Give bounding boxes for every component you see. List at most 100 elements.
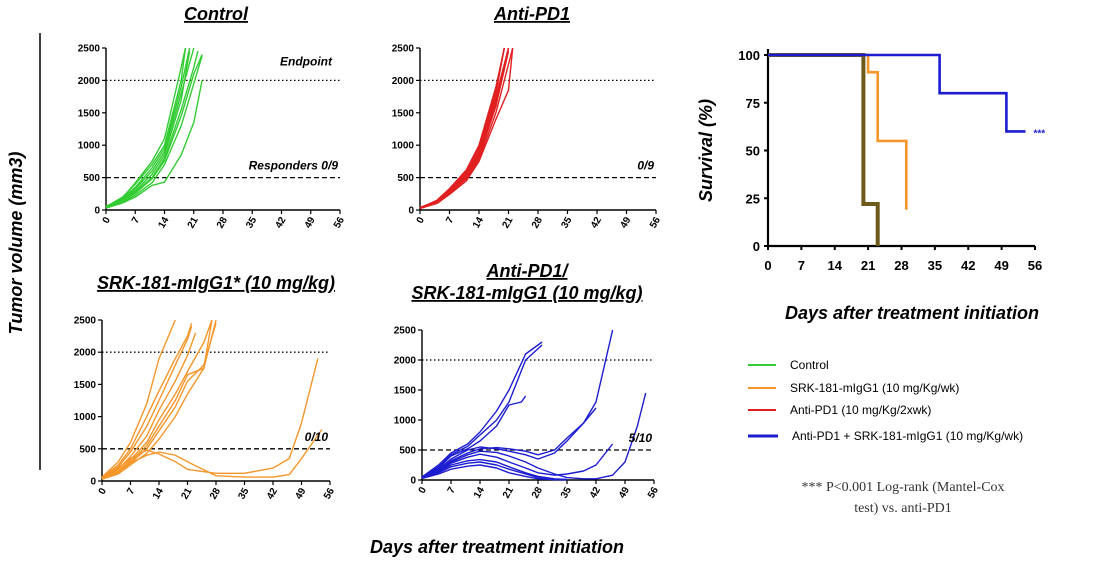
anti-pd1-x-tick-label: 21 (500, 215, 515, 231)
combo-series-line (421, 395, 527, 478)
anti-pd1-x-tick-label: 35 (559, 215, 574, 231)
survival-x-tick-label: 14 (828, 258, 843, 273)
survival-chart: 0 25 50 75 100 0 7 14 21 28 35 42 49 56 Survival (%) Da… (696, 48, 1045, 323)
control-x-tick-label: 28 (215, 215, 230, 231)
srk181-title: SRK-181-mIgG1* (10 mg/kg) (97, 273, 335, 293)
survival-x-tick-label: 7 (798, 258, 805, 273)
anti-pd1-chart: 0 500 1000 1500 2000 2500 0 7 14 21 28 35 42 49 56 Anti… (392, 4, 664, 230)
combo-series-line (421, 392, 647, 480)
srk181-series-line (101, 323, 217, 480)
combo-series-line (421, 461, 568, 481)
legend-label: SRK-181-mIgG1 (10 mg/Kg/wk) (790, 381, 959, 395)
combo-series-line (421, 344, 543, 479)
control-x-tick-label: 0 (101, 215, 114, 226)
anti-pd1-series-line (419, 51, 510, 209)
srk181-y-tick-label: 2000 (74, 348, 97, 359)
anti-pd1-y-tick-label: 1500 (392, 108, 415, 119)
control-series-line (105, 55, 203, 209)
survival-series-line (768, 53, 880, 246)
combo-y-tick-label: 2500 (394, 326, 417, 337)
survival-x-axis-label: Days after treatment initiation (785, 303, 1039, 323)
combo-title: Anti-PD1/ (486, 261, 570, 281)
anti-pd1-responders-label: 0/9 (637, 159, 654, 173)
combo-x-tick-label: 7 (446, 485, 459, 496)
control-endpoint-label: Endpoint (280, 54, 333, 68)
srk181-series-line (101, 319, 213, 480)
survival-series-line (768, 53, 908, 210)
srk181-x-tick-label: 14 (151, 486, 166, 502)
srk181-responders-label: 0/10 (305, 430, 329, 444)
combo-x-tick-label: 56 (646, 485, 661, 501)
srk181-x-tick-label: 28 (208, 486, 223, 502)
anti-pd1-series-line (419, 47, 514, 210)
control-x-tick-label: 7 (130, 215, 143, 226)
srk181-y-tick-label: 1000 (74, 412, 97, 423)
anti-pd1-x-tick-label: 56 (648, 215, 663, 231)
srk181-y-tick-label: 2500 (74, 316, 97, 327)
survival-x-tick-label: 49 (994, 258, 1008, 273)
control-x-tick-label: 35 (244, 215, 259, 231)
significance-marker: *** (1033, 128, 1045, 139)
control-x-tick-label: 42 (273, 215, 288, 231)
anti-pd1-y-tick-label: 2000 (392, 76, 415, 87)
control-y-tick-label: 2500 (78, 44, 101, 55)
combo-x-tick-label: 35 (559, 485, 574, 501)
srk181-series-line (101, 322, 193, 479)
combo-x-tick-label: 28 (530, 485, 545, 501)
combo-y-tick-label: 0 (410, 476, 416, 487)
srk181-x-tick-label: 21 (179, 486, 194, 502)
control-x-tick-label: 56 (332, 215, 347, 231)
anti-pd1-x-tick-label: 14 (471, 215, 486, 231)
control-y-tick-label: 1500 (78, 108, 101, 119)
legend-label: Control (790, 358, 829, 372)
survival-y-tick-label: 25 (746, 191, 760, 206)
control-series-line (105, 47, 187, 208)
srk181-chart: 0 500 1000 1500 2000 2500 0 7 14 21 28 35 42 49 56 SRK-… (74, 273, 338, 501)
combo-series-line (421, 458, 568, 481)
control-series-line (105, 80, 203, 209)
combo-responders-label: 5/10 (629, 431, 653, 445)
survival-x-tick-label: 35 (928, 258, 942, 273)
control-chart: 0 500 1000 1500 2000 2500 0 7 14 21 28 35 42 49 56 Cont… (78, 4, 348, 230)
anti-pd1-series-line (419, 47, 510, 209)
footnote-line2: test) vs. anti-PD1 (854, 501, 952, 516)
control-responders-label: Responders 0/9 (249, 159, 339, 173)
srk181-x-tick-label: 35 (236, 486, 251, 502)
survival-y-axis-label: Survival (%) (696, 99, 716, 202)
combo-series-line (421, 407, 597, 479)
combo-x-tick-label: 0 (417, 485, 430, 496)
anti-pd1-x-tick-label: 49 (618, 215, 633, 231)
survival-x-tick-label: 42 (961, 258, 975, 273)
combo-title: SRK-181-mIgG1 (10 mg/kg) (411, 283, 642, 303)
control-x-tick-label: 21 (186, 215, 201, 231)
srk181-x-tick-label: 56 (322, 486, 337, 502)
anti-pd1-series-line (419, 47, 510, 209)
control-y-tick-label: 0 (94, 206, 100, 217)
srk181-series-line (101, 319, 217, 480)
control-title: Control (184, 4, 249, 24)
srk181-series-line (101, 319, 213, 480)
srk181-series-line (101, 326, 193, 479)
srk181-x-tick-label: 0 (97, 486, 110, 497)
survival-y-tick-label: 75 (746, 96, 760, 111)
srk181-x-tick-label: 7 (125, 486, 138, 497)
combo-x-tick-label: 42 (588, 485, 603, 501)
control-series-line (105, 54, 203, 209)
survival-y-tick-label: 100 (738, 48, 760, 63)
anti-pd1-y-tick-label: 500 (397, 173, 414, 184)
anti-pd1-title: Anti-PD1 (493, 4, 570, 24)
survival-x-tick-label: 56 (1028, 258, 1042, 273)
srk181-y-tick-label: 500 (79, 444, 96, 455)
srk181-x-tick-label: 42 (265, 486, 280, 502)
srk181-series-line (101, 429, 323, 480)
survival-series-line (768, 53, 880, 246)
combo-series-line (421, 341, 543, 478)
survival-x-tick-label: 0 (764, 258, 771, 273)
survival-x-tick-label: 21 (861, 258, 875, 273)
srk181-series-line (101, 358, 319, 479)
anti-pd1-x-tick-label: 0 (415, 215, 428, 226)
y-axis-label: Tumor volume (mm3) (6, 152, 26, 335)
control-x-tick-label: 49 (303, 215, 318, 231)
srk181-y-tick-label: 1500 (74, 380, 97, 391)
